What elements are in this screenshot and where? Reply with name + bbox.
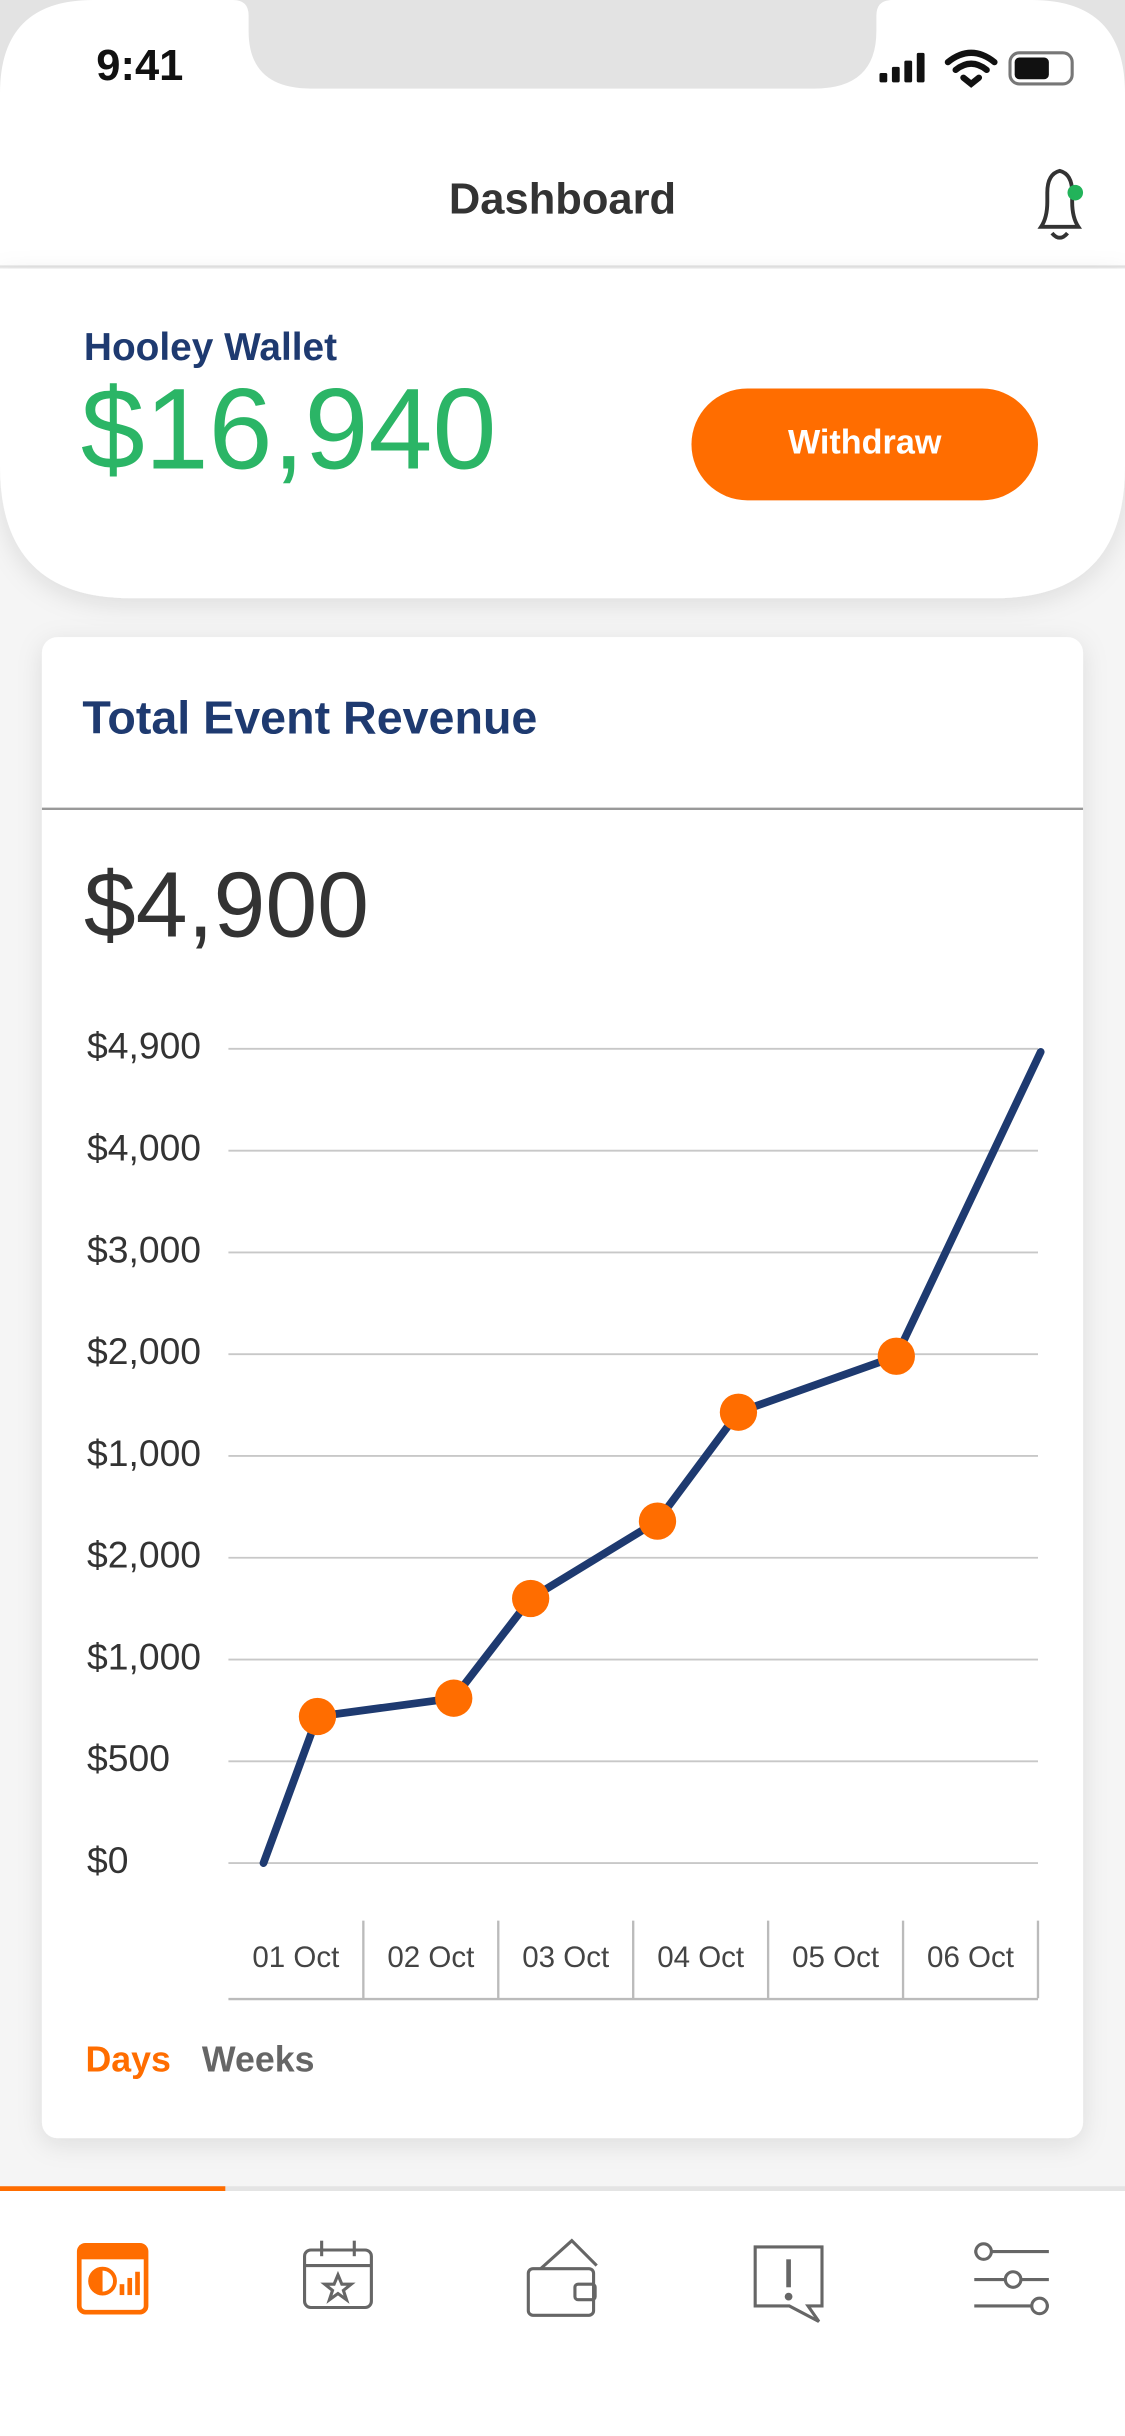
tab-dashboard[interactable] (76, 2243, 149, 2315)
revenue-total: $4,900 (84, 853, 369, 957)
x-tick-label: 06 Oct (927, 1941, 1014, 1974)
y-tick-label: $4,900 (87, 1025, 201, 1067)
y-tick-label: $3,000 (87, 1228, 201, 1270)
wallet-amount: $16,940 (81, 366, 497, 494)
notification-dot (1067, 184, 1084, 201)
wallet-label: Hooley Wallet (84, 326, 337, 369)
line-series (259, 1048, 1045, 1867)
signal-icon (879, 52, 925, 83)
withdraw-label[interactable]: Withdraw (788, 423, 942, 461)
withdraw-button[interactable] (691, 388, 1038, 501)
y-tick-label: $1,000 (87, 1635, 201, 1677)
x-tick-label: 05 Oct (792, 1941, 879, 1974)
status-time: 9:41 (96, 42, 183, 90)
data-point (877, 1337, 915, 1375)
data-point (719, 1393, 758, 1431)
header-bg (0, 0, 1125, 268)
data-point (512, 1579, 550, 1618)
header-title: Dashboard (449, 175, 676, 223)
y-tick-label: $500 (87, 1737, 170, 1779)
data-point (638, 1502, 677, 1540)
x-tick-label: 01 Oct (252, 1941, 339, 1974)
data-point (298, 1697, 337, 1736)
y-tick-label: $4,000 (87, 1126, 201, 1168)
tab-events[interactable] (303, 2240, 373, 2310)
x-tick-label: 04 Oct (657, 1941, 744, 1974)
y-tick-label: $2,000 (87, 1330, 201, 1372)
tab-alerts[interactable] (753, 2245, 824, 2323)
line-chart: $0 $500 $1,000 $2,000 $1,000 $2,000 $3,000 $4,0… (87, 1025, 1045, 2001)
notification-bell[interactable] (1037, 168, 1083, 240)
tab-bar (0, 2187, 1125, 2436)
wifi-icon (944, 49, 998, 88)
tab-settings[interactable] (974, 2242, 1049, 2316)
period-tab[interactable]: Days (85, 2039, 170, 2079)
x-tick-label: 02 Oct (387, 1941, 474, 1974)
battery-level (1014, 57, 1049, 80)
tab-wallet[interactable] (526, 2238, 598, 2317)
period-tab[interactable]: Weeks (202, 2039, 315, 2079)
battery-icon (1008, 51, 1074, 86)
period-tabs: Days Weeks (85, 2039, 314, 2079)
wallet-card (0, 268, 1125, 599)
x-tick-label: 03 Oct (522, 1941, 609, 1974)
y-tick-label: $1,000 (87, 1432, 201, 1474)
revenue-title: Total Event Revenue (82, 691, 537, 743)
y-tick-label: $0 (87, 1839, 128, 1881)
data-point (435, 1679, 473, 1717)
y-tick-label: $2,000 (87, 1534, 201, 1576)
